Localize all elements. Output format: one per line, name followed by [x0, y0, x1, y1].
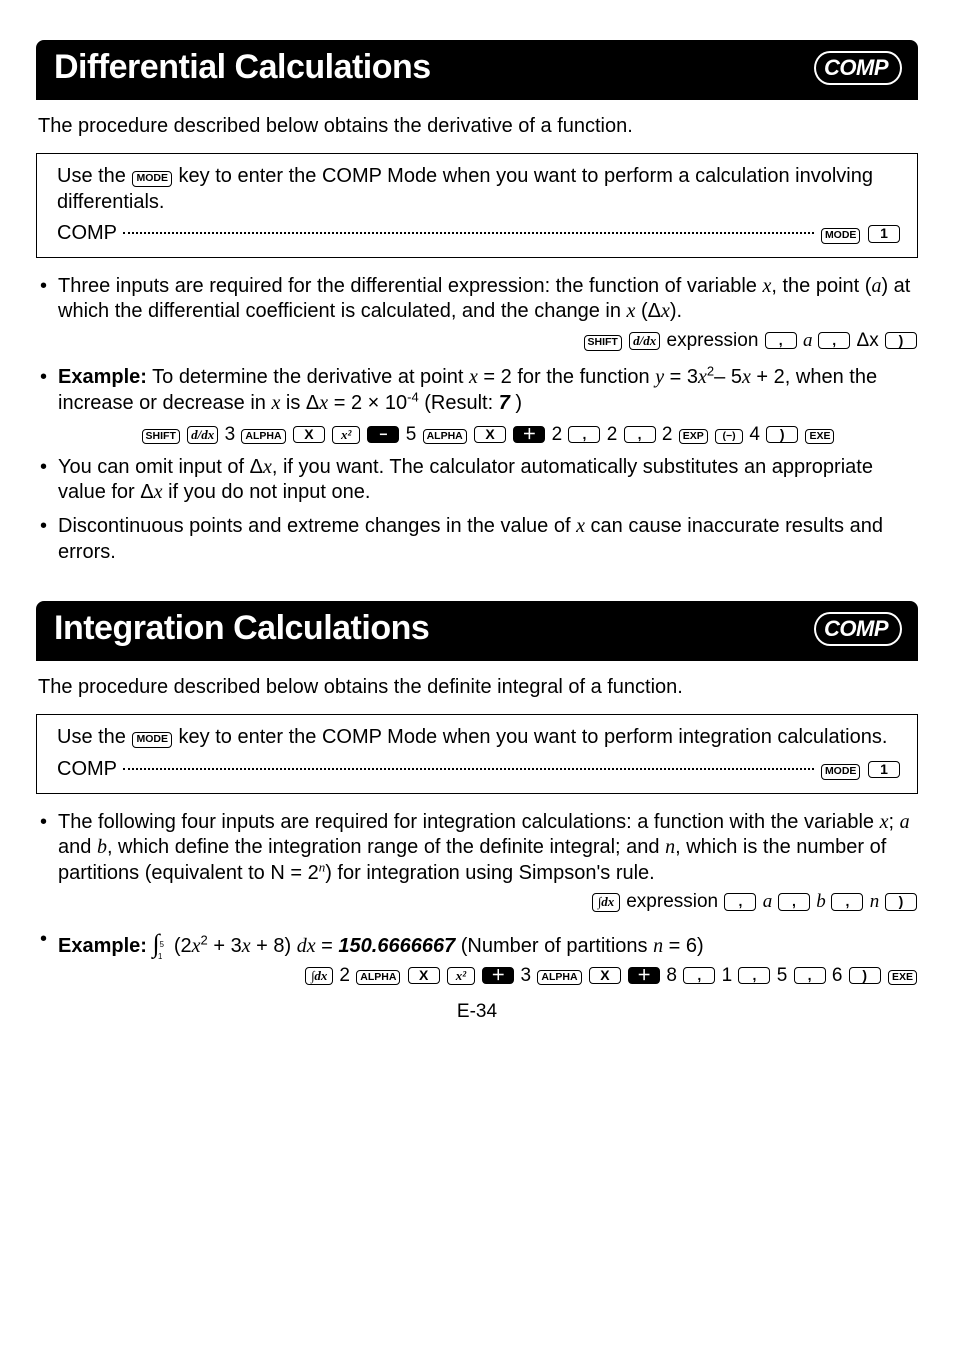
minus-key-icon: − — [367, 426, 399, 443]
shift-key-icon: SHIFT — [584, 335, 622, 351]
expr-syntax-line: SHIFT d/dx expression , a , Δx ) — [58, 329, 918, 353]
expr-syntax-line: ∫dx expression , a , b , n ) — [58, 890, 918, 914]
comp-badge: COMP — [814, 612, 902, 646]
dotted-leader — [123, 768, 814, 770]
x-key-icon: X — [293, 426, 325, 443]
integ-intro: The procedure described below obtains th… — [38, 675, 918, 701]
diff-info-box: Use the MODE key to enter the COMP Mode … — [36, 153, 918, 258]
comp-line: COMP MODE 1 — [57, 757, 901, 783]
mode-key-icon: MODE — [821, 228, 861, 244]
section-header-integration: Integration Calculations COMP — [36, 601, 918, 661]
diff-intro: The procedure described below obtains th… — [38, 114, 918, 140]
plus-key-icon: ＋ — [482, 967, 514, 984]
bullet-inputs: The following four inputs are required f… — [40, 810, 918, 915]
key-seq: MODE 1 — [820, 221, 901, 247]
dotted-leader — [123, 232, 814, 234]
plus-key-icon: ＋ — [513, 426, 545, 443]
page-number: E-34 — [36, 1000, 918, 1024]
x2-key-icon: x² — [332, 426, 360, 444]
rparen-key-icon: ) — [849, 967, 881, 984]
alpha-key-icon: ALPHA — [537, 970, 581, 986]
bullet-example: Example: ∫51 (2x2 + 3x + 8) dx = 150.666… — [40, 927, 918, 989]
comma-key-icon: , — [624, 426, 656, 443]
mode-key-icon: MODE — [132, 171, 172, 187]
ddx-key-icon: d/dx — [629, 332, 660, 350]
x-key-icon: X — [589, 967, 621, 984]
comma-key-icon: , — [778, 893, 810, 910]
key-seq: MODE 1 — [820, 757, 901, 783]
integ-bullets: The following four inputs are required f… — [36, 810, 918, 989]
shift-key-icon: SHIFT — [142, 429, 180, 445]
bullet-omit-dx: You can omit input of Δx, if you want. T… — [40, 455, 918, 506]
diff-bullets: Three inputs are required for the differ… — [36, 274, 918, 565]
bullet-example: Example: To determine the derivative at … — [40, 365, 918, 447]
comma-key-icon: , — [683, 967, 715, 984]
one-key-icon: 1 — [868, 761, 900, 778]
spacer — [36, 573, 918, 601]
example-keystrokes: SHIFT d/dx 3 ALPHA X x² − 5 ALPHA X ＋ 2 … — [58, 423, 918, 447]
x2-key-icon: x² — [447, 967, 475, 985]
comp-badge: COMP — [814, 51, 902, 85]
ddx-key-icon: d/dx — [187, 426, 218, 444]
example-keystrokes: ∫dx 2 ALPHA X x² ＋ 3 ALPHA X ＋ 8 , 1 , 5… — [58, 964, 918, 988]
comma-key-icon: , — [765, 332, 797, 349]
intdx-key-icon: ∫dx — [305, 967, 333, 985]
section-header-differential: Differential Calculations COMP — [36, 40, 918, 100]
section-title: Differential Calculations — [54, 46, 431, 90]
box-text: Use the MODE key to enter the COMP Mode … — [57, 725, 901, 751]
rparen-key-icon: ) — [766, 426, 798, 443]
x-key-icon: X — [474, 426, 506, 443]
bullet-discontinuous: Discontinuous points and extreme changes… — [40, 514, 918, 565]
mode-key-icon: MODE — [821, 764, 861, 780]
bullet-inputs: Three inputs are required for the differ… — [40, 274, 918, 354]
alpha-key-icon: ALPHA — [356, 970, 400, 986]
exe-key-icon: EXE — [888, 970, 917, 986]
comma-key-icon: , — [724, 893, 756, 910]
rparen-key-icon: ) — [885, 332, 917, 349]
comma-key-icon: , — [831, 893, 863, 910]
comma-key-icon: , — [568, 426, 600, 443]
comp-label: COMP — [57, 221, 117, 247]
comma-key-icon: , — [794, 967, 826, 984]
exp-key-icon: EXP — [679, 429, 708, 445]
box-text: Use the MODE key to enter the COMP Mode … — [57, 164, 901, 215]
comma-key-icon: , — [738, 967, 770, 984]
x-key-icon: X — [408, 967, 440, 984]
exe-key-icon: EXE — [805, 429, 834, 445]
intdx-key-icon: ∫dx — [592, 893, 620, 911]
plus-key-icon: ＋ — [628, 967, 660, 984]
rparen-key-icon: ) — [885, 893, 917, 910]
section-title: Integration Calculations — [54, 607, 429, 651]
mode-key-icon: MODE — [132, 732, 172, 748]
alpha-key-icon: ALPHA — [241, 429, 285, 445]
neg-key-icon: (−) — [715, 429, 743, 445]
comp-label: COMP — [57, 757, 117, 783]
comma-key-icon: , — [818, 332, 850, 349]
integ-info-box: Use the MODE key to enter the COMP Mode … — [36, 714, 918, 793]
one-key-icon: 1 — [868, 225, 900, 242]
alpha-key-icon: ALPHA — [423, 429, 467, 445]
comp-line: COMP MODE 1 — [57, 221, 901, 247]
